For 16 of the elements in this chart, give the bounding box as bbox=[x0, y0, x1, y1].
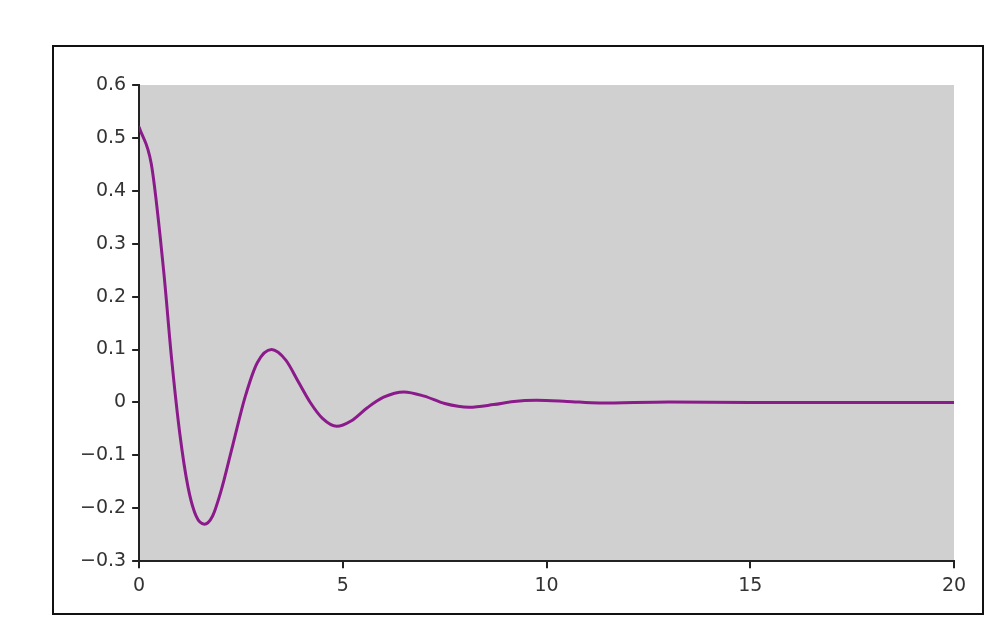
x-tick-label: 10 bbox=[534, 572, 559, 595]
y-tick-label: −0.2 bbox=[80, 495, 127, 518]
y-tick-label: 0.2 bbox=[95, 283, 127, 306]
y-tick-label: 0 bbox=[114, 389, 127, 412]
y-tick-label: 0.5 bbox=[95, 124, 127, 147]
x-tick-label: 15 bbox=[738, 572, 763, 595]
y-tick-label: −0.1 bbox=[80, 442, 127, 465]
y-tick-label: 0.3 bbox=[95, 230, 127, 253]
y-tick-label: 0.4 bbox=[95, 177, 127, 200]
x-tick-label: 0 bbox=[133, 572, 146, 595]
line-series bbox=[139, 125, 954, 526]
x-tick-label: 20 bbox=[941, 572, 967, 595]
x-tick-label: 5 bbox=[336, 572, 349, 595]
y-tick-label: 0.1 bbox=[95, 336, 127, 359]
y-tick-label: −0.3 bbox=[80, 548, 127, 571]
y-tick-label: 0.6 bbox=[95, 71, 127, 94]
